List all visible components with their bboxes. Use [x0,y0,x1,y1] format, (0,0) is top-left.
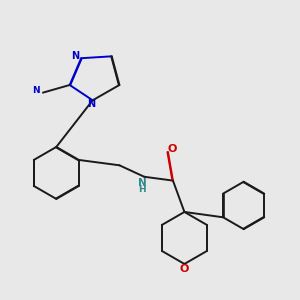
Text: N: N [87,99,95,109]
Text: N: N [71,51,80,61]
Text: H: H [139,185,146,194]
Text: N: N [138,178,147,188]
Text: O: O [180,264,189,274]
Text: O: O [167,144,176,154]
Text: N: N [32,86,40,95]
